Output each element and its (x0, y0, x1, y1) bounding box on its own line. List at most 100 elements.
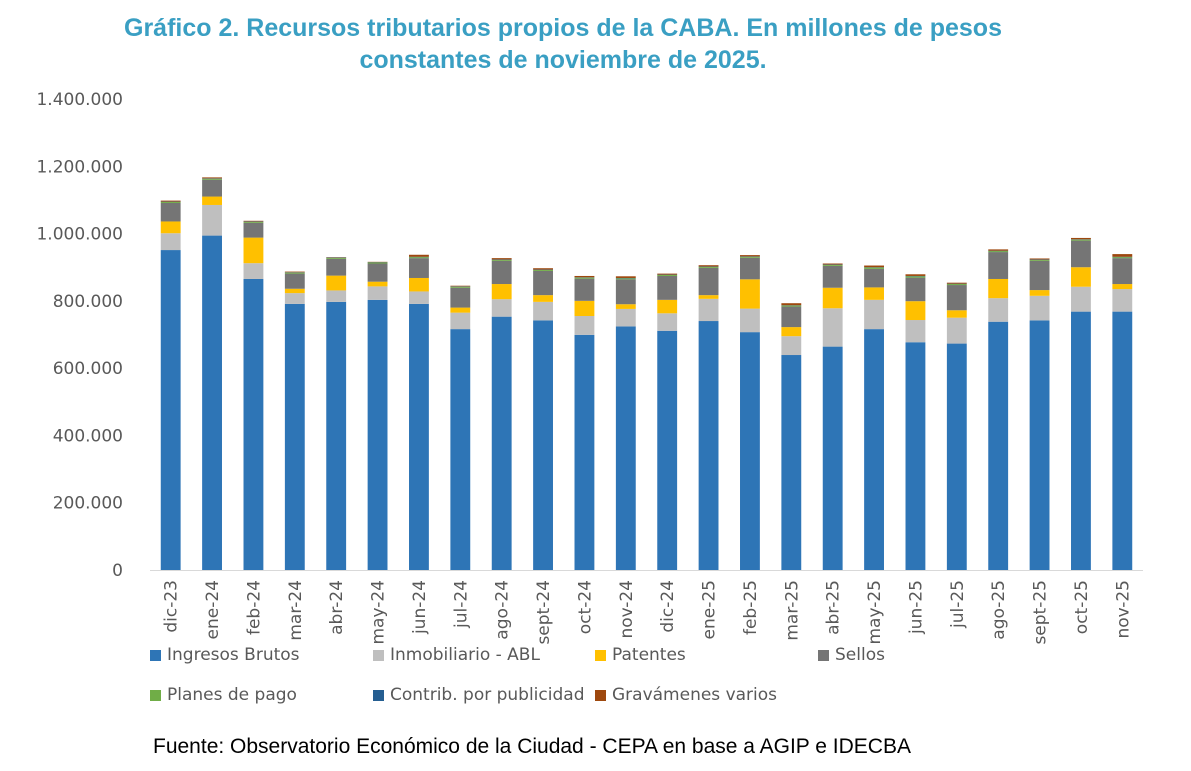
x-tick-label: feb-24 (244, 580, 264, 635)
bar-segment-patentes-feb-24 (243, 237, 264, 264)
bar-segment-ingresos-brutos-abr-25 (822, 346, 843, 570)
x-tick-label: nov-25 (1113, 580, 1133, 639)
bar-segment-patentes-may-24 (367, 281, 388, 287)
bar-segment-patentes-oct-25 (1071, 267, 1091, 287)
bar-segment-planes-de-pago-may-25 (864, 267, 884, 269)
bar-stack-nov-24 (615, 276, 636, 570)
x-tick-label: jul-24 (451, 580, 471, 629)
bar-segment-planes-de-pago-ago-24 (491, 259, 512, 261)
bar-segment-sellos-jun-24 (409, 258, 429, 278)
bar-stack-dic-24 (657, 273, 678, 570)
bar-segment-inmobiliario-abl-nov-25 (1112, 289, 1133, 312)
legend-swatch (150, 649, 161, 661)
bar-segment-inmobiliario-abl-mar-25 (781, 336, 802, 356)
legend-item-ingresos-brutos: Ingresos Brutos (150, 645, 300, 665)
x-tick-label: mar-24 (286, 580, 306, 641)
bar-segment-sellos-ene-25 (698, 267, 719, 296)
legend-item-planes-de-pago: Planes de pago (150, 685, 297, 705)
bar-segment-sellos-feb-25 (740, 257, 760, 280)
bar-segment-grav-menes-varios-sept-25 (1029, 258, 1050, 260)
bar-segment-sellos-nov-25 (1112, 258, 1133, 285)
bar-segment-planes-de-pago-may-24 (367, 262, 388, 264)
bar-segment-grav-menes-varios-abr-25 (822, 263, 843, 265)
bar-segment-inmobiliario-abl-jul-24 (450, 312, 471, 330)
bar-segment-planes-de-pago-abr-24 (326, 257, 347, 259)
y-axis: 0 200.000 400.000 600.000 800.000 1.000.000 1.… (36, 90, 123, 581)
bar-segment-grav-menes-varios-mar-25 (781, 303, 802, 306)
x-tick-label: jun-25 (906, 580, 926, 635)
x-tick-label: mar-25 (782, 580, 802, 641)
bar-segment-grav-menes-varios-nov-25 (1112, 254, 1133, 257)
bar-segment-inmobiliario-abl-mar-24 (284, 293, 305, 304)
bar-segment-grav-menes-varios-oct-24 (574, 275, 595, 278)
bar-segment-sellos-dic-23 (160, 202, 181, 222)
bar-stack-abr-25 (822, 263, 843, 570)
bar-segment-sellos-oct-25 (1071, 240, 1091, 268)
bar-segment-patentes-jun-24 (409, 277, 429, 292)
bar-segment-planes-de-pago-nov-25 (1112, 257, 1133, 259)
bar-stack-mar-24 (284, 271, 305, 570)
bar-segment-inmobiliario-abl-ago-24 (491, 299, 512, 317)
bar-segment-sellos-ene-24 (202, 179, 222, 197)
bar-stack-ene-25 (698, 265, 719, 570)
x-tick-label: dic-24 (658, 580, 678, 633)
x-tick-label: may-25 (865, 580, 885, 645)
legend-label: Gravámenes varios (612, 685, 778, 705)
bar-segment-sellos-feb-24 (243, 222, 264, 238)
bar-segment-patentes-abr-24 (326, 275, 347, 291)
bar-segment-patentes-abr-25 (822, 287, 843, 309)
bar-segment-inmobiliario-abl-dic-24 (657, 313, 678, 331)
bar-segment-grav-menes-varios-ene-24 (202, 177, 222, 179)
bar-segment-inmobiliario-abl-ene-24 (202, 204, 222, 236)
x-tick-label: abr-25 (824, 580, 844, 635)
bar-segment-inmobiliario-abl-sept-25 (1029, 295, 1050, 321)
bar-segment-ingresos-brutos-feb-24 (243, 278, 264, 570)
bar-segment-ingresos-brutos-sept-25 (1029, 320, 1050, 570)
bar-segment-grav-menes-varios-feb-24 (243, 220, 264, 222)
bar-segment-ingresos-brutos-jun-24 (409, 303, 429, 570)
bar-segment-patentes-jul-25 (946, 310, 967, 318)
bar-segment-patentes-dic-24 (657, 299, 678, 314)
bar-segment-planes-de-pago-jul-24 (450, 286, 471, 288)
bar-stack-jul-24 (450, 285, 471, 570)
bar-segment-planes-de-pago-abr-25 (822, 264, 843, 266)
bar-segment-grav-menes-varios-dic-24 (657, 273, 678, 275)
bar-segment-inmobiliario-abl-feb-25 (740, 308, 760, 333)
bar-segment-planes-de-pago-ene-24 (202, 178, 222, 180)
bar-segment-planes-de-pago-ene-25 (698, 266, 719, 268)
y-tick-label: 200.000 (53, 494, 123, 514)
legend: Ingresos Brutos Inmobiliario - ABL Paten… (150, 645, 1050, 725)
legend-item-patentes: Patentes (595, 645, 686, 665)
bar-segment-ingresos-brutos-nov-25 (1112, 311, 1133, 570)
x-tick-label: sept-25 (1031, 580, 1051, 645)
y-tick-label: 1.000.000 (36, 225, 123, 245)
bar-segment-grav-menes-varios-nov-24 (615, 276, 636, 278)
x-tick-label: jul-25 (948, 580, 968, 629)
legend-item-sellos: Sellos (818, 645, 885, 665)
bar-segment-grav-menes-varios-ago-24 (491, 258, 512, 260)
bar-segment-patentes-may-25 (864, 287, 884, 300)
x-tick-label: oct-24 (575, 580, 595, 634)
bar-segment-planes-de-pago-sept-25 (1029, 259, 1050, 261)
bar-segment-inmobiliario-abl-feb-24 (243, 263, 264, 279)
legend-swatch (373, 689, 384, 701)
bar-segment-planes-de-pago-oct-25 (1071, 239, 1091, 241)
x-axis: dic-23 ene-24 feb-24 mar-24 abr-24 may-24 jun-… (162, 580, 1134, 645)
bar-segment-inmobiliario-abl-oct-25 (1071, 286, 1091, 312)
bar-segment-patentes-sept-24 (533, 295, 553, 302)
legend-swatch (595, 689, 606, 701)
bar-segment-grav-menes-varios-feb-25 (740, 255, 760, 257)
bar-segment-patentes-jul-24 (450, 307, 471, 313)
bar-segment-patentes-oct-24 (574, 300, 595, 316)
legend-swatch (595, 649, 606, 661)
bar-segment-planes-de-pago-jul-25 (946, 284, 967, 286)
bar-stack-may-25 (864, 265, 884, 570)
x-tick-label: feb-25 (741, 580, 761, 635)
bar-segment-patentes-ago-25 (988, 278, 1009, 299)
legend-label: Ingresos Brutos (167, 645, 300, 665)
bar-segment-planes-de-pago-jun-25 (905, 276, 926, 278)
bar-segment-patentes-mar-24 (284, 288, 305, 294)
x-tick-label: oct-25 (1072, 580, 1092, 634)
bar-segment-ingresos-brutos-ago-25 (988, 321, 1009, 570)
